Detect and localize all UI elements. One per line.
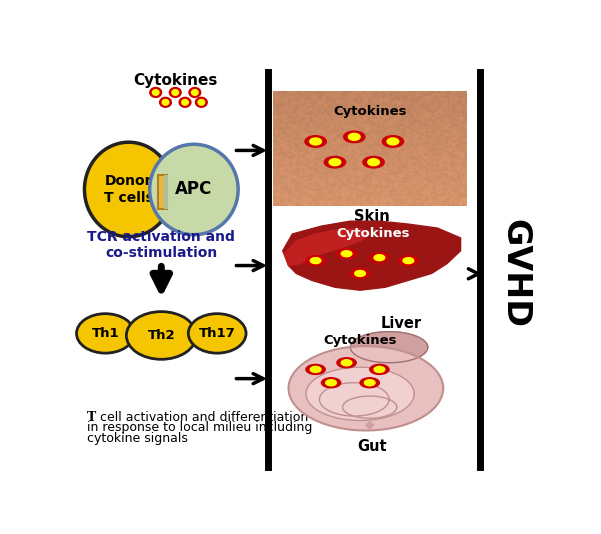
Ellipse shape: [153, 90, 159, 95]
Text: Th2: Th2: [147, 329, 175, 342]
Ellipse shape: [188, 313, 246, 353]
Ellipse shape: [76, 313, 134, 353]
Ellipse shape: [169, 88, 181, 97]
Text: Liver: Liver: [380, 316, 422, 331]
Text: in response to local milieu including: in response to local milieu including: [87, 421, 312, 435]
FancyBboxPatch shape: [163, 175, 168, 209]
Text: cytokine signals: cytokine signals: [87, 432, 188, 445]
Ellipse shape: [162, 99, 169, 105]
Ellipse shape: [182, 99, 188, 105]
FancyBboxPatch shape: [158, 175, 167, 209]
Ellipse shape: [126, 312, 196, 359]
Text: Donor
T cells: Donor T cells: [104, 175, 154, 205]
Text: cell activation and differentiation: cell activation and differentiation: [100, 411, 308, 424]
Text: GVHD: GVHD: [499, 219, 532, 328]
Text: Cytokines: Cytokines: [133, 73, 218, 88]
Ellipse shape: [198, 99, 204, 105]
Text: T: T: [87, 411, 96, 424]
Ellipse shape: [150, 144, 238, 235]
Ellipse shape: [172, 90, 178, 95]
Ellipse shape: [150, 88, 162, 97]
Text: Th1: Th1: [91, 327, 119, 340]
Text: Th17: Th17: [199, 327, 236, 340]
Text: TCR activation and
co-stimulation: TCR activation and co-stimulation: [87, 230, 235, 260]
Ellipse shape: [179, 97, 191, 107]
Ellipse shape: [192, 90, 198, 95]
Ellipse shape: [189, 88, 201, 97]
Text: APC: APC: [175, 180, 213, 199]
Ellipse shape: [84, 142, 173, 237]
Ellipse shape: [195, 97, 207, 107]
Text: Gut: Gut: [358, 439, 387, 454]
Text: Skin: Skin: [355, 209, 390, 224]
Ellipse shape: [160, 97, 171, 107]
